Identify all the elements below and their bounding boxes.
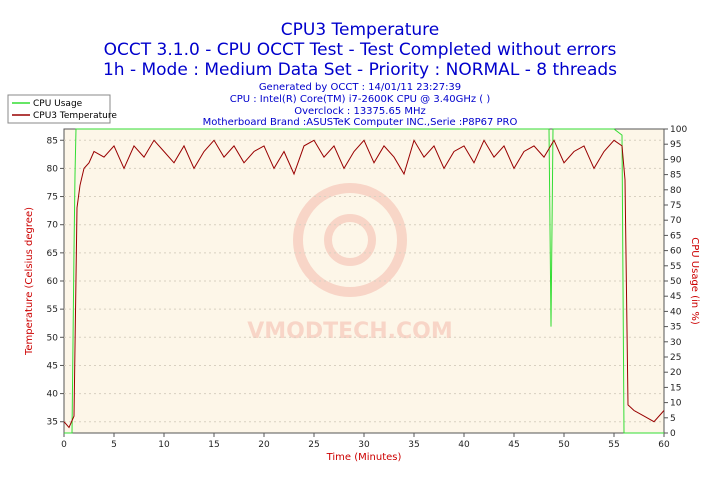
- y-right-axis-ticks: 0 5 10 15 20 25 30 35 40 45 50 55 60 65 70 75 80 85 90 95 10…: [664, 125, 687, 439]
- y-right-tick-label: 75: [670, 201, 681, 211]
- x-tick-label: 15: [208, 440, 219, 450]
- chart-subtitle-mode: 1h - Mode : Medium Data Set - Priority :…: [102, 60, 618, 80]
- x-axis-label: Time (Minutes): [326, 452, 402, 463]
- y-right-tick-label: 65: [670, 231, 681, 241]
- x-tick-label: 25: [308, 440, 319, 450]
- y-right-tick-label: 5: [670, 414, 676, 424]
- watermark-core: [324, 214, 376, 266]
- gridlines: [64, 139, 664, 423]
- y-right-tick-label: 90: [670, 155, 682, 165]
- x-tick-label: 0: [61, 440, 67, 450]
- y-left-tick-label: 85: [47, 136, 58, 146]
- x-tick-label: 30: [358, 440, 370, 450]
- x-tick-label: 40: [458, 440, 470, 450]
- legend-label-cpu3-temperature: CPU3 Temperature: [33, 111, 117, 121]
- y-right-tick-label: 25: [670, 353, 681, 363]
- y-left-tick-label: 75: [47, 193, 58, 203]
- x-axis-ticks: 0 5 10 15 20 25 30 35 40 45 50 55 60: [61, 433, 670, 450]
- y-right-tick-label: 15: [670, 383, 681, 393]
- watermark-ring: [293, 183, 407, 297]
- y-left-axis-label: Temperature (Celsius degree): [24, 207, 35, 356]
- y-left-tick-label: 80: [47, 164, 59, 174]
- chart-subtitle-test: OCCT 3.1.0 - CPU OCCT Test - Test Comple…: [103, 40, 617, 60]
- y-right-tick-label: 35: [670, 323, 681, 333]
- y-left-tick-label: 40: [47, 390, 59, 400]
- y-right-tick-label: 80: [670, 186, 682, 196]
- y-right-tick-label: 55: [670, 262, 681, 272]
- x-tick-label: 20: [258, 440, 270, 450]
- x-tick-label: 5: [111, 440, 117, 450]
- y-right-tick-label: 70: [670, 216, 682, 226]
- y-right-tick-label: 10: [670, 399, 682, 409]
- y-right-tick-label: 20: [670, 368, 682, 378]
- x-tick-label: 10: [158, 440, 170, 450]
- x-tick-label: 50: [558, 440, 570, 450]
- y-right-axis-label: CPU Usage (in %): [689, 237, 700, 325]
- series-line-cpu-usage: [64, 128, 664, 434]
- watermark-text: VMODTECH.COM: [247, 319, 453, 344]
- x-tick-label: 60: [658, 440, 670, 450]
- y-right-tick-label: 100: [670, 125, 687, 135]
- y-left-tick-label: 70: [47, 221, 59, 231]
- y-left-tick-label: 35: [47, 418, 58, 428]
- y-right-tick-label: 60: [670, 247, 682, 257]
- y-right-tick-label: 95: [670, 140, 681, 150]
- info-overclock: Overclock : 13375.65 MHz: [294, 106, 426, 117]
- y-right-tick-label: 30: [670, 338, 682, 348]
- legend-box: [7, 94, 111, 124]
- chart-title: CPU3 Temperature: [280, 20, 440, 40]
- y-right-tick-label: 85: [670, 171, 681, 181]
- x-tick-label: 35: [408, 440, 419, 450]
- info-motherboard: Motherboard Brand :ASUSTeK Computer INC.…: [202, 117, 518, 128]
- y-left-axis-ticks: 35 40 45 50 55 60 65 70 75 80 85: [47, 136, 64, 428]
- y-left-tick-label: 55: [47, 305, 58, 315]
- legend: CPU Usage CPU3 Temperature: [7, 94, 117, 124]
- series-line-cpu3-temperature: [63, 139, 665, 429]
- x-tick-label: 55: [608, 440, 619, 450]
- info-generated: Generated by OCCT : 14/01/11 23:27:39: [258, 82, 462, 93]
- y-right-tick-label: 0: [670, 429, 676, 439]
- x-tick-label: 45: [508, 440, 519, 450]
- y-left-tick-label: 60: [47, 277, 59, 287]
- y-left-tick-label: 45: [47, 361, 58, 371]
- watermark-logo: VMODTECH.COM: [247, 183, 453, 344]
- y-left-tick-label: 65: [47, 249, 58, 259]
- y-right-tick-label: 50: [670, 277, 682, 287]
- y-left-tick-label: 50: [47, 333, 59, 343]
- y-right-tick-label: 40: [670, 307, 682, 317]
- legend-label-cpu-usage: CPU Usage: [33, 99, 83, 109]
- y-right-tick-label: 45: [670, 292, 681, 302]
- info-cpu: CPU : Intel(R) Core(TM) i7-2600K CPU @ 3…: [229, 94, 491, 105]
